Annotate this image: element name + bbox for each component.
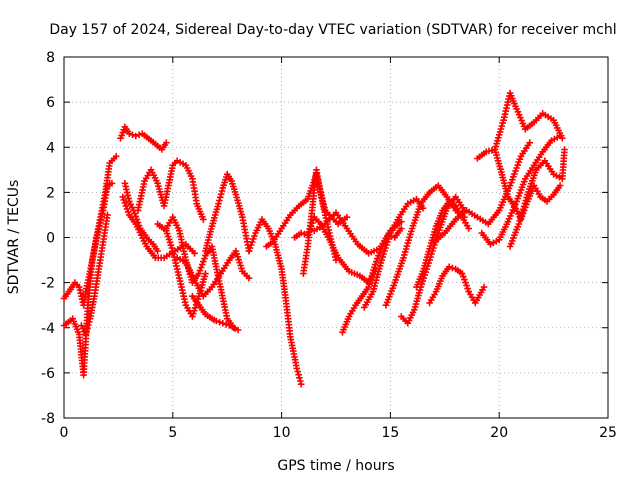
- grid: [64, 57, 608, 418]
- series-line: [476, 92, 564, 160]
- series-track-6: [121, 180, 161, 255]
- y-tick-label: 0: [46, 231, 55, 247]
- series-track-26: [478, 132, 564, 248]
- series-track-11: [189, 292, 242, 334]
- series-markers: [426, 263, 488, 307]
- series-markers: [300, 166, 340, 277]
- series-track-12: [202, 171, 253, 255]
- chart-title: Day 157 of 2024, Sidereal Day-to-day VTE…: [49, 22, 616, 38]
- series-track-22: [426, 263, 488, 307]
- series-line: [204, 173, 250, 252]
- series-track-2: [60, 180, 116, 309]
- series-track-7: [134, 157, 207, 223]
- series-track-4: [117, 123, 170, 153]
- series-markers: [339, 225, 405, 336]
- series-markers: [474, 89, 566, 162]
- y-tick-label: 8: [46, 50, 55, 66]
- series-markers: [173, 247, 253, 300]
- series-markers: [491, 146, 564, 223]
- series-track-27: [491, 146, 564, 223]
- x-tick-label: 10: [273, 425, 291, 441]
- series-markers: [117, 123, 170, 153]
- y-tick-label: -4: [41, 321, 55, 337]
- series-track-28: [506, 146, 568, 250]
- series-markers: [361, 195, 427, 311]
- y-tick-label: -8: [41, 411, 55, 427]
- x-axis-label: GPS time / hours: [277, 458, 394, 474]
- series-markers: [78, 211, 111, 338]
- y-tick-label: 6: [46, 95, 55, 111]
- series-markers: [134, 157, 207, 223]
- x-tick-label: 15: [381, 425, 399, 441]
- x-tick-label: 5: [168, 425, 177, 441]
- series-markers: [202, 171, 253, 255]
- series-track-25: [474, 89, 566, 162]
- x-tick-label: 0: [60, 425, 69, 441]
- series-markers: [506, 146, 568, 250]
- series-markers: [189, 292, 242, 334]
- series-track-10: [173, 247, 253, 300]
- y-tick-labels: -8 -6 -4 -2 0 2 4 6 8: [41, 50, 55, 427]
- axis-ticks: [63, 56, 609, 419]
- x-tick-label: 20: [490, 425, 508, 441]
- y-axis-label: SDTVAR / TECUs: [6, 180, 22, 295]
- x-tick-label: 25: [599, 425, 617, 441]
- y-tick-label: 2: [46, 185, 55, 201]
- series-track-13: [245, 216, 305, 388]
- series-markers: [121, 180, 161, 255]
- series-markers: [60, 180, 116, 309]
- series-track-21: [398, 193, 468, 327]
- y-tick-label: 4: [46, 140, 55, 156]
- series-markers: [398, 193, 468, 327]
- y-tick-label: -6: [41, 366, 55, 382]
- data-series: [60, 89, 568, 388]
- y-tick-label: -2: [41, 276, 55, 292]
- series-track-3: [78, 211, 111, 338]
- series-track-19: [361, 195, 427, 311]
- x-tick-labels: 0 5 10 15 20 25: [60, 425, 617, 441]
- series-markers: [245, 216, 305, 388]
